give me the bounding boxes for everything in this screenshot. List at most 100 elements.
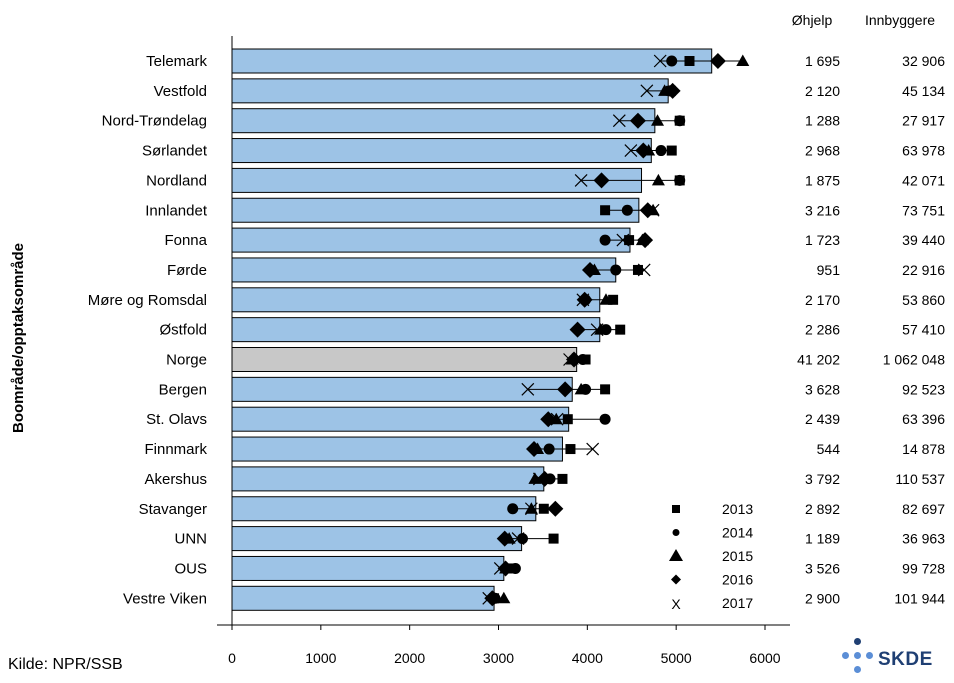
- marker-2014-circle: [655, 145, 667, 157]
- marker-2016-diamond: [639, 202, 656, 219]
- marker-2016-diamond: [576, 291, 593, 308]
- marker-2017-x: [563, 353, 576, 366]
- category-label: Vestfold: [154, 83, 207, 100]
- table-cell-innbyggere: 99 728: [902, 560, 945, 576]
- legend-marker-2016: [671, 574, 681, 585]
- table-cell-innbyggere: 82 697: [902, 501, 945, 517]
- marker-2015-triangle: [574, 382, 588, 395]
- marker-2016-diamond: [540, 411, 557, 428]
- marker-2013-square: [632, 264, 643, 275]
- table-cell-ohjelp: 1 695: [805, 53, 840, 69]
- category-label: Fonna: [164, 232, 207, 249]
- bar-stavanger: [231, 496, 537, 522]
- marker-2014-circle: [507, 503, 519, 515]
- logo-dot: [854, 638, 861, 645]
- category-label: Finnmark: [144, 441, 207, 458]
- marker-2017-x: [612, 114, 626, 128]
- source-note: Kilde: NPR/SSB: [8, 656, 123, 673]
- table-cell-ohjelp: 544: [817, 441, 841, 457]
- marker-2016-diamond: [637, 232, 654, 249]
- marker-2014-circle: [543, 443, 555, 455]
- table-cell-ohjelp: 1 723: [805, 232, 840, 248]
- category-label: Vestre Viken: [123, 590, 207, 607]
- table-header-ohjelp: Øhjelp: [792, 12, 833, 28]
- bar-unn: [231, 526, 523, 552]
- marker-2017-x: [482, 591, 496, 605]
- category-label: Nord-Trøndelag: [102, 113, 207, 130]
- legend-marker-2014: [672, 529, 680, 536]
- legend-label-2013: 2013: [722, 501, 753, 517]
- bar-norge: [231, 347, 578, 372]
- y-axis-title: Boområde/opptaksområde: [10, 243, 27, 433]
- x-tick-label: 3000: [483, 650, 514, 666]
- category-label: Nordland: [146, 172, 207, 189]
- marker-2017-x: [532, 472, 546, 486]
- marker-2017-x: [550, 412, 564, 426]
- marker-2016-diamond: [664, 82, 681, 99]
- marker-2017-x: [493, 562, 507, 575]
- table-cell-ohjelp: 3 526: [805, 560, 840, 576]
- table-cell-ohjelp: 2 900: [805, 590, 840, 606]
- bar-nord-trøndelag: [231, 108, 656, 134]
- marker-2014-circle: [599, 413, 611, 425]
- marker-2014-circle: [516, 533, 528, 545]
- marker-2014-circle: [621, 204, 633, 216]
- marker-2015-triangle: [528, 472, 542, 484]
- marker-2013-square: [684, 56, 695, 66]
- category-label: Stavanger: [139, 501, 207, 518]
- table-cell-ohjelp: 3 792: [805, 471, 840, 487]
- marker-2015-triangle: [594, 323, 608, 335]
- legend-label-2015: 2015: [722, 548, 753, 564]
- marker-2016-diamond: [581, 261, 598, 278]
- marker-2017-x: [616, 233, 630, 247]
- table-cell-innbyggere: 101 944: [894, 590, 945, 606]
- bar-fonna: [231, 227, 631, 253]
- bar-ous: [231, 555, 505, 581]
- marker-2015-triangle: [651, 114, 665, 126]
- table-cell-innbyggere: 22 916: [902, 262, 945, 278]
- table-cell-ohjelp: 1 288: [805, 113, 840, 129]
- marker-2016-diamond: [566, 351, 583, 368]
- table-cell-innbyggere: 57 410: [902, 322, 945, 338]
- marker-2017-x: [511, 532, 525, 546]
- x-tick-label: 6000: [749, 650, 780, 666]
- legend-marker-2013: [672, 505, 680, 513]
- marker-2017-x: [646, 203, 660, 217]
- category-label: Bergen: [159, 381, 207, 398]
- logo-dot: [866, 652, 873, 659]
- x-tick-label: 1000: [305, 650, 336, 666]
- x-tick-label: 0: [228, 650, 236, 666]
- marker-2014-circle: [509, 562, 521, 574]
- marker-2016-diamond: [593, 172, 610, 189]
- marker-2015-triangle: [497, 591, 511, 604]
- table-cell-innbyggere: 27 917: [902, 113, 945, 129]
- bar-nordland: [231, 167, 643, 193]
- table-cell-innbyggere: 39 440: [902, 232, 945, 248]
- marker-2017-x: [637, 263, 651, 277]
- table-cell-innbyggere: 73 751: [902, 202, 945, 218]
- marker-2014-circle: [674, 115, 686, 127]
- marker-2016-diamond: [536, 470, 553, 487]
- table-cell-innbyggere: 1 062 048: [883, 352, 945, 368]
- marker-2014-circle: [577, 354, 589, 365]
- table-cell-ohjelp: 2 120: [805, 83, 840, 99]
- table-cell-innbyggere: 32 906: [902, 53, 945, 69]
- marker-2017-x: [653, 54, 667, 68]
- table-cell-innbyggere: 36 963: [902, 531, 945, 547]
- marker-2013-square: [608, 294, 619, 305]
- marker-2014-circle: [599, 234, 611, 246]
- marker-2017-x: [524, 502, 538, 516]
- x-tick-label: 4000: [572, 650, 603, 666]
- bar-østfold: [231, 317, 601, 343]
- marker-2013-square: [562, 414, 573, 425]
- marker-2013-square: [538, 503, 549, 514]
- table-cell-ohjelp: 3 628: [805, 381, 840, 397]
- marker-2014-circle: [674, 174, 686, 186]
- table-cell-ohjelp: 3 216: [805, 202, 840, 218]
- marker-2016-diamond: [547, 500, 564, 517]
- marker-2013-square: [557, 473, 568, 484]
- table-cell-ohjelp: 2 968: [805, 143, 840, 159]
- x-tick-label: 2000: [394, 650, 425, 666]
- category-label: Østfold: [159, 322, 207, 339]
- bar-telemark: [231, 48, 713, 74]
